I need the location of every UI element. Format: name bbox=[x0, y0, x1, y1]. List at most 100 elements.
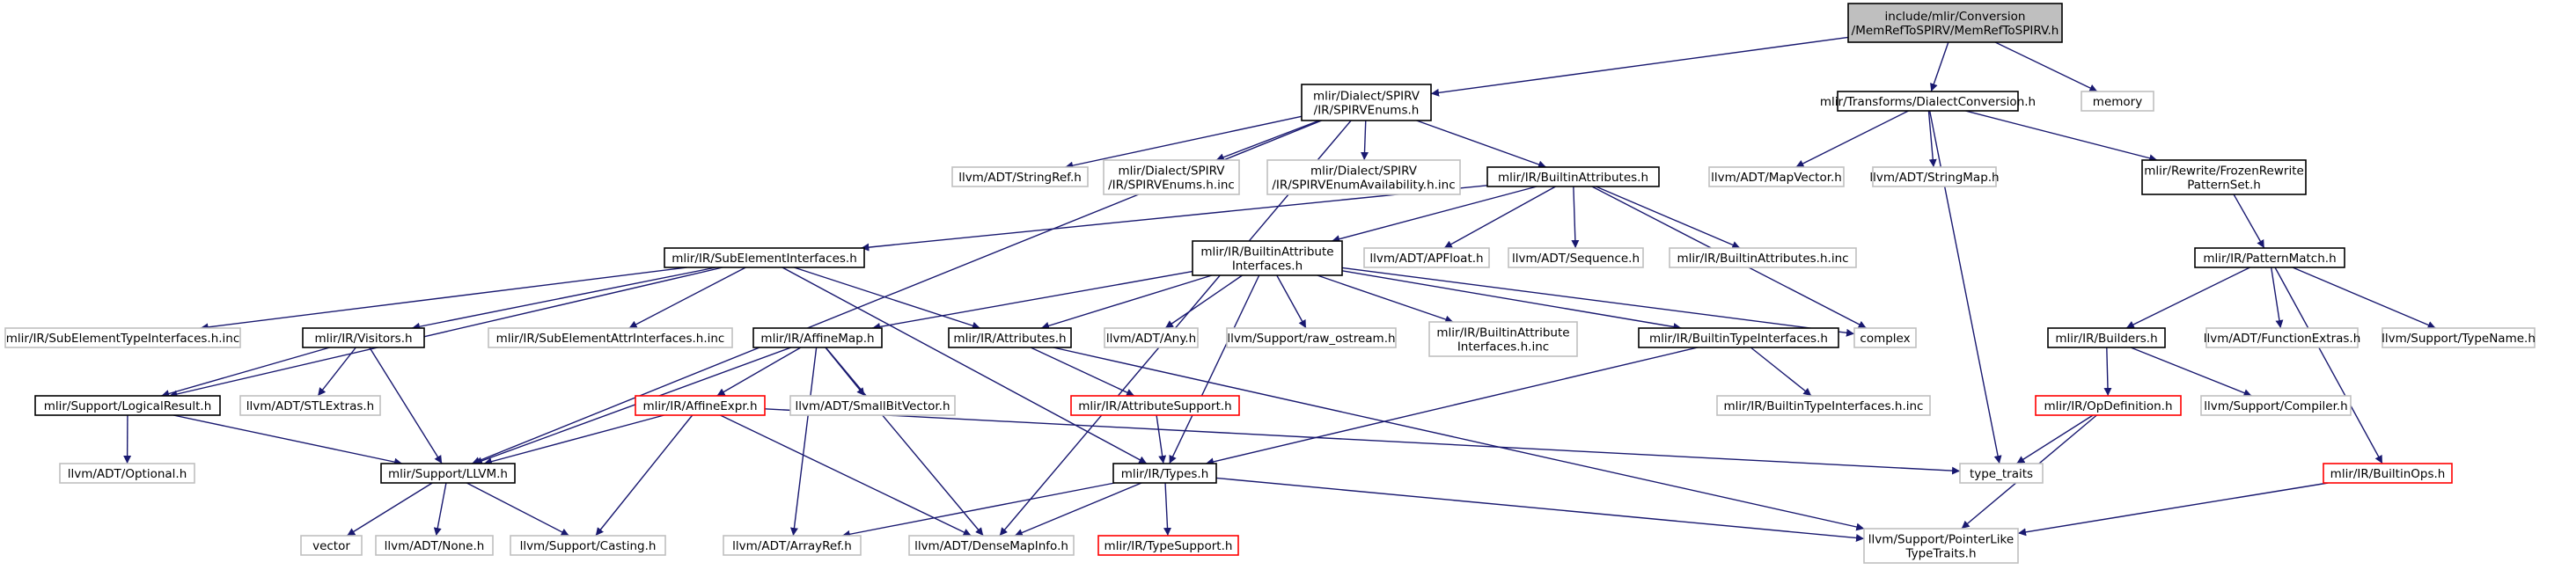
edge-line bbox=[2015, 414, 2094, 464]
node-box bbox=[1363, 247, 1490, 268]
node-box bbox=[948, 327, 1072, 348]
node-label: llvm/ADT/Optional.h bbox=[68, 467, 187, 481]
edge-builders-to-opdefinition bbox=[2103, 347, 2112, 397]
node-label: mlir/IR/AffineExpr.h bbox=[642, 399, 757, 413]
edge-attrsupport-to-types bbox=[1156, 414, 1167, 464]
node-box bbox=[1669, 247, 1857, 268]
node-logicalresult[interactable]: mlir/Support/LogicalResult.h bbox=[34, 395, 221, 416]
node-label: mlir/IR/Visitors.h bbox=[314, 332, 412, 346]
node-box bbox=[2035, 395, 2182, 416]
node-label: memory bbox=[2093, 95, 2142, 109]
edge-patternmatch-to-builtinops bbox=[2274, 267, 2383, 464]
edge-subelement-to-types bbox=[782, 267, 1148, 464]
node-box bbox=[1103, 159, 1240, 195]
node-root[interactable]: include/mlir/Conversion/MemRefToSPIRV/Me… bbox=[1847, 3, 2063, 43]
node-label: mlir/IR/AttributeSupport.h bbox=[1078, 399, 1232, 413]
node-label: mlir/IR/BuiltinTypeInterfaces.h.inc bbox=[1724, 399, 1924, 413]
node-box bbox=[1097, 535, 1239, 556]
node-label: llvm/Support/Compiler.h bbox=[2204, 399, 2347, 413]
node-label: mlir/Dialect/SPIRV bbox=[1313, 90, 1420, 104]
node-box bbox=[1847, 3, 2063, 43]
edge-line bbox=[1163, 482, 1172, 537]
node-box bbox=[375, 535, 494, 556]
edge-llvmh-to-vector bbox=[346, 482, 433, 537]
node-box bbox=[1192, 240, 1343, 276]
node-box bbox=[34, 395, 221, 416]
edge-affineexpr-to-casting bbox=[595, 414, 694, 537]
edge-line bbox=[1065, 115, 1303, 170]
node-any: llvm/ADT/Any.h bbox=[1104, 327, 1199, 348]
node-affineexpr: mlir/IR/AffineExpr.h bbox=[635, 395, 766, 416]
edge-line bbox=[2271, 267, 2284, 329]
node-opdefinition: mlir/IR/OpDefinition.h bbox=[2035, 395, 2182, 416]
node-patternmatch[interactable]: mlir/IR/PatternMatch.h bbox=[2194, 247, 2345, 268]
node-label: TypeTraits.h bbox=[1904, 547, 1976, 561]
node-llvmh[interactable]: mlir/Support/LLVM.h bbox=[380, 463, 516, 484]
edge-visitors-to-logicalresult bbox=[161, 347, 330, 398]
node-box bbox=[1104, 327, 1199, 348]
edge-line bbox=[825, 347, 984, 537]
node-attributes[interactable]: mlir/IR/Attributes.h bbox=[948, 327, 1072, 348]
node-box bbox=[4, 327, 241, 348]
node-box bbox=[2194, 247, 2345, 268]
edge-line bbox=[716, 347, 802, 397]
edge-line bbox=[794, 267, 980, 330]
node-typename: llvm/Support/TypeName.h bbox=[2382, 327, 2536, 348]
edge-dialectconv-to-stringmap bbox=[1927, 110, 1937, 168]
edge-line bbox=[782, 267, 1148, 464]
node-box bbox=[1486, 166, 1660, 187]
edge-visitors-to-stlextras bbox=[317, 347, 356, 397]
node-dialectconv[interactable]: mlir/Transforms/DialectConversion.h bbox=[1820, 91, 2036, 112]
edge-builtinattrs-to-subelement bbox=[861, 185, 1488, 252]
node-visitors[interactable]: mlir/IR/Visitors.h bbox=[302, 327, 425, 348]
node-box bbox=[239, 395, 381, 416]
node-label: mlir/Support/LogicalResult.h bbox=[44, 399, 212, 413]
node-box bbox=[951, 166, 1089, 187]
node-label: mlir/Dialect/SPIRV bbox=[1118, 164, 1225, 179]
edge-line bbox=[1750, 347, 1812, 397]
edge-affinemap-to-llvmh bbox=[473, 347, 792, 465]
node-memory: memory bbox=[2081, 91, 2154, 112]
edge-builtinattrif-to-attributes bbox=[1040, 274, 1213, 330]
edge-line bbox=[411, 267, 716, 331]
node-label: mlir/IR/BuiltinAttributes.h.inc bbox=[1677, 252, 1848, 266]
node-box bbox=[510, 535, 666, 556]
edge-root-to-memory bbox=[1994, 41, 2098, 92]
node-box bbox=[2141, 159, 2307, 195]
edge-subelement-to-subelattrinc bbox=[628, 267, 746, 329]
node-types[interactable]: mlir/IR/Types.h bbox=[1112, 463, 1217, 484]
node-label: mlir/IR/BuiltinAttribute bbox=[1200, 245, 1333, 259]
edge-line bbox=[1928, 110, 2002, 464]
edge-line bbox=[1215, 120, 1320, 161]
edge-line bbox=[1443, 186, 1556, 249]
edge-types-to-pointerlike bbox=[1215, 477, 1865, 542]
edge-line bbox=[861, 185, 1488, 252]
node-label: mlir/IR/SubElementAttrInterfaces.h.inc bbox=[496, 332, 725, 346]
node-sequence: llvm/ADT/Sequence.h bbox=[1508, 247, 1644, 268]
node-label: include/mlir/Conversion bbox=[1885, 10, 2026, 24]
node-builtintypeif[interactable]: mlir/IR/BuiltinTypeInterfaces.h bbox=[1638, 327, 1839, 348]
node-subelement[interactable]: mlir/IR/SubElementInterfaces.h bbox=[664, 247, 865, 268]
edge-builtinattrs-to-apfloat bbox=[1443, 186, 1556, 249]
node-smallbitvector: llvm/ADT/SmallBitVector.h bbox=[789, 395, 956, 416]
node-label: mlir/IR/Types.h bbox=[1121, 467, 1209, 481]
node-builders[interactable]: mlir/IR/Builders.h bbox=[2047, 327, 2166, 348]
edge-types-to-densemapinfo bbox=[1014, 482, 1142, 537]
node-box bbox=[908, 535, 1075, 556]
node-box bbox=[1872, 166, 1997, 187]
node-box bbox=[2081, 91, 2154, 112]
node-label: llvm/Support/PointerLike bbox=[1868, 533, 2014, 547]
node-builtinattrs[interactable]: mlir/IR/BuiltinAttributes.h bbox=[1486, 166, 1660, 187]
node-compiler: llvm/Support/Compiler.h bbox=[2200, 395, 2352, 416]
edge-spirvenums-to-spirvenumsinc bbox=[1215, 120, 1320, 161]
edge-builtinattrs-to-builtinattrsinc bbox=[1595, 186, 1741, 249]
node-box bbox=[1508, 247, 1644, 268]
node-spirvenums[interactable]: mlir/Dialect/SPIRV/IR/SPIRVEnums.h bbox=[1301, 84, 1432, 121]
edge-line bbox=[841, 482, 1115, 538]
edge-builtinattrif-to-builtinattrifinc bbox=[1317, 274, 1454, 324]
edge-line bbox=[1317, 274, 1454, 324]
node-affinemap[interactable]: mlir/IR/AffineMap.h bbox=[752, 327, 883, 348]
node-box bbox=[1112, 463, 1217, 484]
